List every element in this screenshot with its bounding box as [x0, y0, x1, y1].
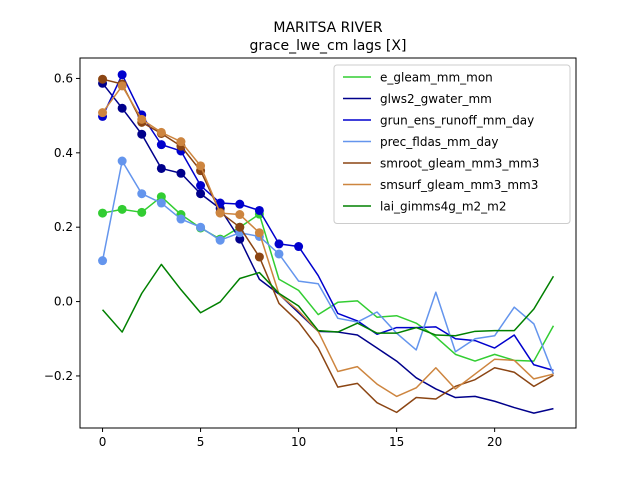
data-point [117, 156, 127, 166]
data-point [235, 199, 245, 209]
series-layer [98, 70, 555, 414]
data-point [274, 249, 284, 259]
series-prec_fldas_mm_day [98, 156, 555, 375]
legend-item: grun_ens_runoff_mm_day [343, 114, 534, 128]
data-point [196, 222, 206, 232]
data-point [137, 189, 147, 199]
series-smsurf_gleam_mm3_mm3 [98, 81, 554, 398]
series-line [101, 263, 555, 337]
data-point [117, 204, 127, 214]
legend-item: prec_fldas_mm_day [343, 135, 499, 149]
y-tick-label: 0.4 [54, 146, 73, 160]
y-tick-label: 0.6 [54, 71, 73, 85]
x-tick-label: 5 [197, 435, 205, 449]
y-tick-label: 0.0 [54, 295, 73, 309]
data-point [235, 210, 245, 220]
data-point [196, 161, 206, 171]
data-point [156, 192, 166, 202]
legend: e_gleam_mm_mon glws2_gwater_mm grun_ens_ru… [333, 64, 571, 224]
y-tick-label: −0.2 [44, 369, 73, 383]
data-point [215, 198, 225, 208]
data-point [156, 140, 166, 150]
data-point [98, 74, 108, 84]
data-point [196, 189, 206, 199]
data-point [235, 222, 245, 232]
series-lai_gimms4g_m2_m2 [101, 263, 555, 337]
x-tick-label: 0 [99, 435, 107, 449]
data-point [215, 208, 225, 218]
data-point [274, 239, 284, 249]
data-point [98, 208, 108, 218]
x-tick-label: 10 [291, 435, 306, 449]
data-point [196, 181, 206, 191]
y-tick-label: 0.2 [54, 220, 73, 234]
y-axis: −0.2 0.0 0.2 0.4 0.6 [44, 71, 80, 383]
data-point [156, 198, 166, 208]
legend-label: prec_fldas_mm_day [380, 135, 499, 149]
plot-area [79, 57, 577, 429]
chart-subtitle: grace_lwe_cm lags [X] [250, 38, 407, 54]
data-point [137, 129, 147, 139]
plot-frame [79, 57, 577, 429]
data-point [117, 81, 127, 91]
legend-label: e_gleam_mm_mon [380, 71, 493, 85]
data-point [117, 103, 127, 113]
data-point [137, 207, 147, 217]
x-tick-label: 15 [389, 435, 404, 449]
data-point [137, 114, 147, 124]
x-axis: 0 5 10 15 20 [99, 428, 502, 449]
chart-title: MARITSA RIVER [273, 20, 383, 36]
legend-item: smroot_gleam_mm3_mm3 [343, 157, 539, 171]
legend-box [333, 64, 571, 224]
data-point [176, 214, 186, 224]
data-point [235, 234, 245, 244]
data-point [176, 168, 186, 178]
legend-item: glws2_gwater_mm [343, 92, 492, 106]
data-point [254, 252, 264, 262]
legend-item: smsurf_gleam_mm3_mm3 [343, 178, 538, 192]
legend-label: glws2_gwater_mm [380, 92, 492, 106]
x-tick-label: 20 [487, 435, 502, 449]
legend-item: lai_gimms4g_m2_m2 [343, 200, 507, 214]
data-point [156, 163, 166, 173]
data-point [254, 205, 264, 215]
data-point [117, 70, 127, 80]
data-point [98, 256, 108, 266]
legend-label: lai_gimms4g_m2_m2 [380, 200, 507, 214]
legend-label: smsurf_gleam_mm3_mm3 [380, 178, 538, 192]
data-point [98, 108, 108, 118]
data-point [156, 127, 166, 137]
data-point [294, 242, 304, 252]
legend-item: e_gleam_mm_mon [343, 71, 493, 85]
legend-label: smroot_gleam_mm3_mm3 [380, 157, 539, 171]
legend-label: grun_ens_runoff_mm_day [380, 114, 534, 128]
data-point [176, 137, 186, 147]
data-point [215, 235, 225, 245]
data-point [254, 228, 264, 238]
